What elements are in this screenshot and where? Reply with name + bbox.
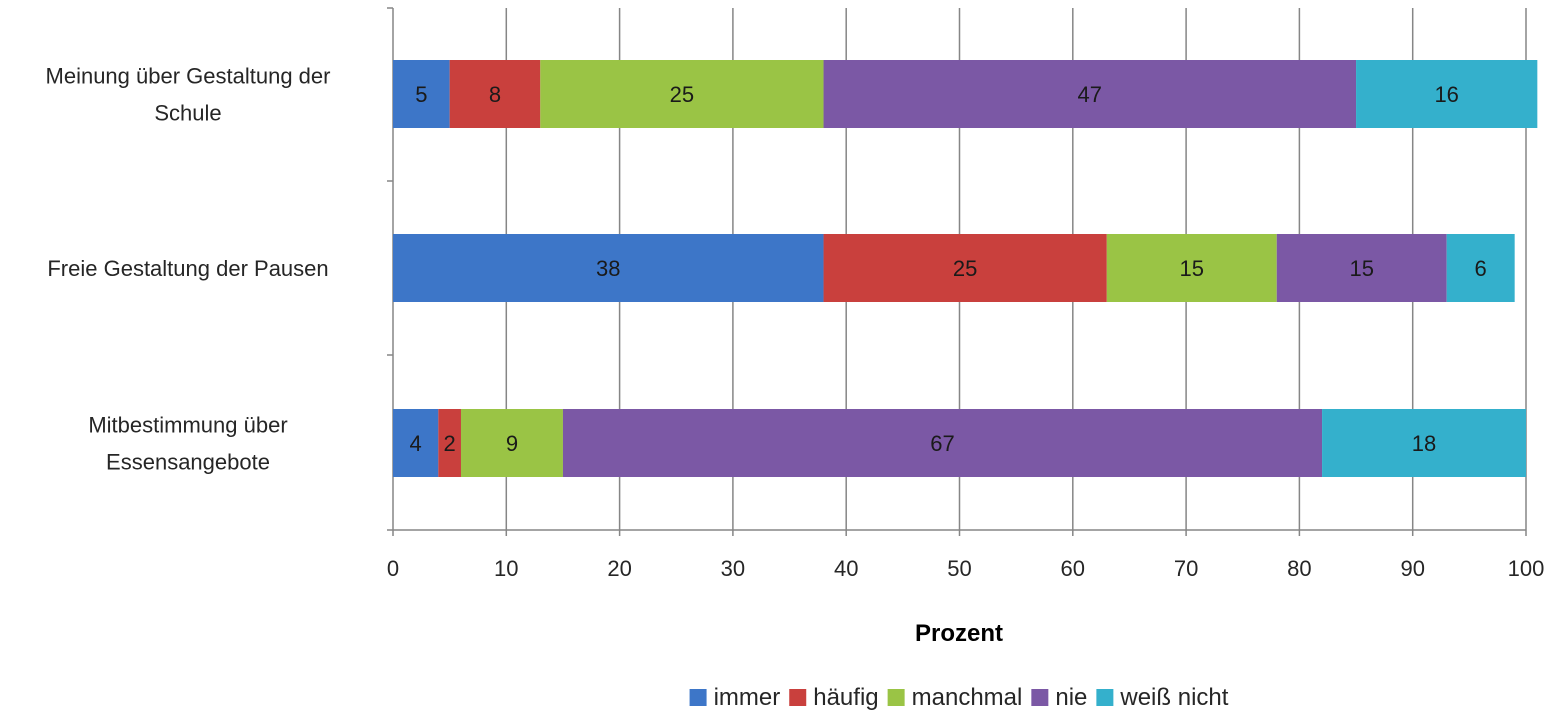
x-tick-label: 80 bbox=[1287, 556, 1311, 581]
category-label: Meinung über Gestaltung der Schule bbox=[46, 64, 331, 126]
category-labels: Meinung über Gestaltung der Schule Freie G… bbox=[46, 64, 331, 475]
data-label: 16 bbox=[1434, 82, 1458, 107]
data-label: 47 bbox=[1078, 82, 1102, 107]
category-label: Mitbestimmung über Essensangebote bbox=[88, 413, 287, 475]
x-tick-label: 0 bbox=[387, 556, 399, 581]
legend-swatch-nie bbox=[1031, 689, 1049, 706]
x-tick-label: 60 bbox=[1061, 556, 1085, 581]
data-label: 6 bbox=[1475, 256, 1487, 281]
data-label: 25 bbox=[953, 256, 977, 281]
data-label: 8 bbox=[489, 82, 501, 107]
data-label: 9 bbox=[506, 431, 518, 456]
category-label: Freie Gestaltung der Pausen bbox=[47, 256, 328, 281]
bar-segment-hufig bbox=[449, 60, 541, 128]
bar-segment-weinicht bbox=[1356, 60, 1538, 128]
data-label: 67 bbox=[930, 431, 954, 456]
legend-label-hufig: häufig bbox=[813, 684, 878, 711]
data-label: 38 bbox=[596, 256, 620, 281]
bar-segment-immer bbox=[393, 60, 450, 128]
legend-label-immer: immer bbox=[714, 684, 781, 711]
bar-segment-manchmal bbox=[540, 60, 824, 128]
bar-segment-hufig bbox=[823, 234, 1107, 302]
bar-segment-weinicht bbox=[1322, 409, 1526, 477]
legend-swatch-weinicht bbox=[1096, 689, 1114, 706]
legend-label-weinicht: weiß nicht bbox=[1119, 684, 1228, 711]
legend-swatch-immer bbox=[689, 689, 707, 706]
bars: 5 8 25 47 16 38 25 15 15 6 4 2 9 67 18 bbox=[393, 60, 1538, 477]
bar-segment-immer bbox=[393, 234, 824, 302]
data-label: 4 bbox=[410, 431, 422, 456]
data-label: 15 bbox=[1180, 256, 1204, 281]
x-axis-ticks: 0 10 20 30 40 50 60 70 80 90 100 bbox=[387, 556, 1544, 581]
bar-segment-immer bbox=[393, 409, 439, 477]
bar-segment-manchmal bbox=[1106, 234, 1277, 302]
legend-swatch-hufig bbox=[789, 689, 807, 706]
x-axis-title: Prozent bbox=[915, 620, 1003, 647]
bar-segment-nie bbox=[1276, 234, 1447, 302]
data-label: 18 bbox=[1412, 431, 1436, 456]
bar-segment-nie bbox=[562, 409, 1323, 477]
bar-segment-nie bbox=[823, 60, 1357, 128]
legend: immer häufig manchmal nie weiß nicht bbox=[689, 684, 1229, 711]
data-label: 5 bbox=[415, 82, 427, 107]
data-label: 2 bbox=[444, 431, 456, 456]
x-tick-label: 50 bbox=[947, 556, 971, 581]
x-tick-label: 70 bbox=[1174, 556, 1198, 581]
x-tick-label: 100 bbox=[1508, 556, 1545, 581]
bar-segment-weinicht bbox=[1446, 234, 1515, 302]
data-label: 25 bbox=[670, 82, 694, 107]
legend-label-nie: nie bbox=[1055, 684, 1087, 711]
x-tick-label: 40 bbox=[834, 556, 858, 581]
legend-label-manchmal: manchmal bbox=[912, 684, 1023, 711]
data-label: 15 bbox=[1349, 256, 1373, 281]
bar-segment-hufig bbox=[438, 409, 461, 477]
x-tick-label: 30 bbox=[721, 556, 745, 581]
legend-swatch-manchmal bbox=[887, 689, 905, 706]
bar-segment-manchmal bbox=[460, 409, 563, 477]
x-tick-label: 10 bbox=[494, 556, 518, 581]
x-tick-label: 90 bbox=[1400, 556, 1424, 581]
x-tick-label: 20 bbox=[607, 556, 631, 581]
